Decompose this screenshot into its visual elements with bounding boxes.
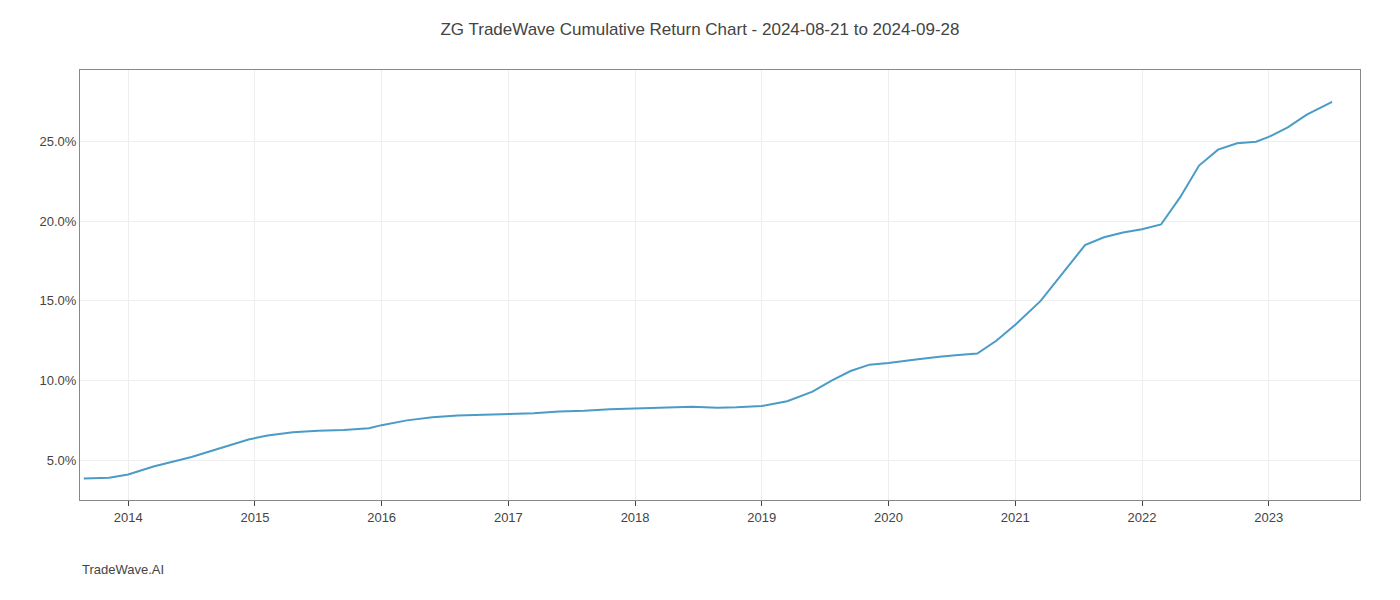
svg-text:2019: 2019 [747, 510, 776, 525]
svg-text:20.0%: 20.0% [40, 214, 77, 229]
svg-text:25.0%: 25.0% [40, 134, 77, 149]
svg-text:ZG TradeWave Cumulative Return: ZG TradeWave Cumulative Return Chart - 2… [440, 20, 959, 39]
svg-text:2017: 2017 [494, 510, 523, 525]
svg-text:TradeWave.AI: TradeWave.AI [82, 562, 164, 577]
svg-text:2016: 2016 [367, 510, 396, 525]
svg-text:2021: 2021 [1001, 510, 1030, 525]
svg-text:2018: 2018 [621, 510, 650, 525]
svg-text:2023: 2023 [1254, 510, 1283, 525]
svg-text:2020: 2020 [874, 510, 903, 525]
svg-text:15.0%: 15.0% [40, 293, 77, 308]
svg-text:2015: 2015 [240, 510, 269, 525]
svg-text:5.0%: 5.0% [47, 453, 77, 468]
svg-text:2014: 2014 [114, 510, 143, 525]
svg-text:2022: 2022 [1128, 510, 1157, 525]
svg-text:10.0%: 10.0% [40, 373, 77, 388]
